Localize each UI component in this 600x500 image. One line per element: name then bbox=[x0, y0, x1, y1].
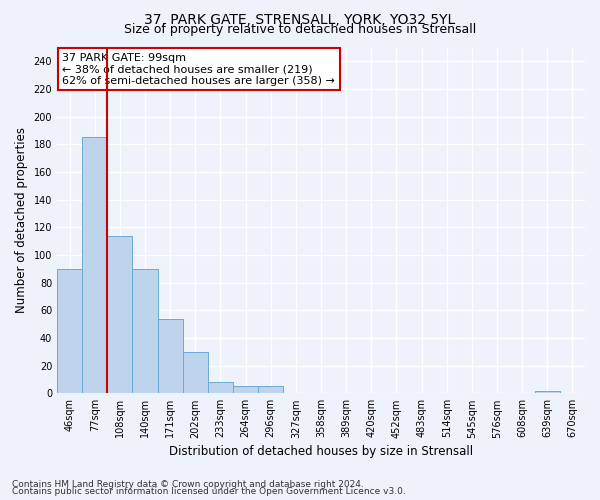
Text: Contains HM Land Registry data © Crown copyright and database right 2024.: Contains HM Land Registry data © Crown c… bbox=[12, 480, 364, 489]
Text: 37 PARK GATE: 99sqm
← 38% of detached houses are smaller (219)
62% of semi-detac: 37 PARK GATE: 99sqm ← 38% of detached ho… bbox=[62, 52, 335, 86]
Bar bbox=[233, 386, 258, 394]
Text: Contains public sector information licensed under the Open Government Licence v3: Contains public sector information licen… bbox=[12, 487, 406, 496]
Bar bbox=[258, 386, 283, 394]
Bar bbox=[535, 390, 560, 394]
Bar bbox=[57, 269, 82, 394]
Bar bbox=[133, 269, 158, 394]
Bar bbox=[82, 138, 107, 394]
Bar bbox=[158, 318, 183, 394]
Bar bbox=[208, 382, 233, 394]
Bar bbox=[183, 352, 208, 394]
Bar bbox=[107, 236, 133, 394]
Y-axis label: Number of detached properties: Number of detached properties bbox=[15, 128, 28, 314]
Text: 37, PARK GATE, STRENSALL, YORK, YO32 5YL: 37, PARK GATE, STRENSALL, YORK, YO32 5YL bbox=[145, 12, 455, 26]
X-axis label: Distribution of detached houses by size in Strensall: Distribution of detached houses by size … bbox=[169, 444, 473, 458]
Text: Size of property relative to detached houses in Strensall: Size of property relative to detached ho… bbox=[124, 22, 476, 36]
